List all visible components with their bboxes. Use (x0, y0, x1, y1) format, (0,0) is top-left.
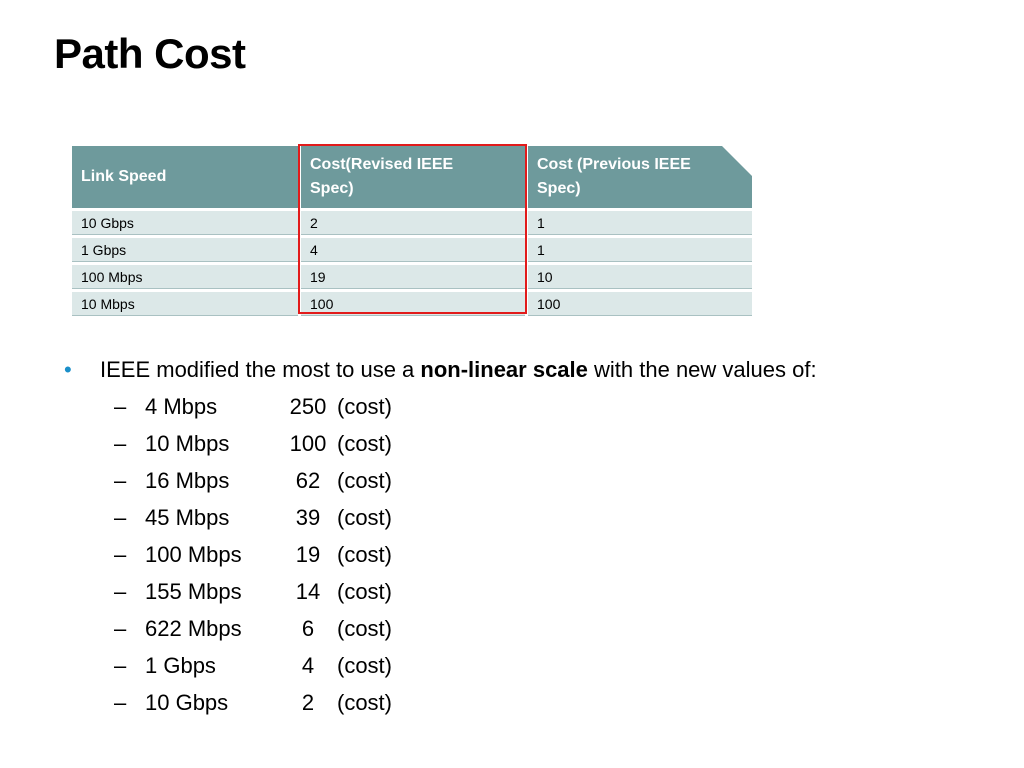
bullet-text-before: IEEE modified the most to use a (100, 357, 421, 382)
list-item: –155 Mbps 14 (cost) (114, 579, 392, 616)
item-speed: 10 Gbps (145, 690, 229, 715)
header-cost-previous-line2: Spec) (537, 180, 581, 197)
cell-link-speed: 10 Gbps (72, 208, 300, 237)
table-row: 1 Gbps 4 1 (72, 235, 752, 264)
item-cost: 250 (289, 394, 327, 419)
cell-cost-revised: 19 (298, 262, 527, 291)
cell-link-speed: 10 Mbps (72, 289, 300, 316)
header-cost-revised-line2: Spec) (310, 180, 354, 197)
header-cost-previous-line1: Cost (Previous IEEE (537, 156, 691, 173)
cell-cost-previous: 10 (525, 262, 752, 291)
item-cost: 6 (301, 616, 315, 641)
item-cost: 100 (289, 431, 327, 456)
dash-marker: – (114, 431, 127, 456)
bullet-text-after: with the new values of: (587, 357, 817, 382)
list-item: –1 Gbps 4 (cost) (114, 653, 392, 690)
cell-link-speed: 1 Gbps (72, 235, 300, 264)
item-unit: (cost) (337, 616, 392, 641)
item-unit: (cost) (337, 690, 392, 715)
item-speed: 1 Gbps (145, 653, 216, 678)
bullet-text-bold: non-linear scale (420, 357, 588, 382)
item-unit: (cost) (337, 505, 392, 530)
item-speed: 622 Mbps (145, 616, 242, 641)
cost-value-list: –4 Mbps 250 (cost) –10 Mbps 100 (cost) –16 M… (114, 394, 392, 727)
cell-cost-previous: 1 (525, 208, 752, 237)
dash-marker: – (114, 579, 127, 604)
list-item: –10 Mbps 100 (cost) (114, 431, 392, 468)
list-item: –10 Gbps 2 (cost) (114, 690, 392, 727)
item-speed: 16 Mbps (145, 468, 230, 493)
item-unit: (cost) (337, 579, 392, 604)
revised-cost-highlight-box (298, 144, 527, 314)
dash-marker: – (114, 542, 127, 567)
header-link-speed: Link Speed (72, 146, 300, 210)
item-unit: (cost) (337, 431, 392, 456)
item-cost: 14 (295, 579, 321, 604)
cell-cost-previous: 1 (525, 235, 752, 264)
dash-marker: – (114, 690, 127, 715)
item-cost: 4 (301, 653, 315, 678)
item-cost: 2 (301, 690, 315, 715)
main-bullet: • IEEE modified the most to use a non-li… (64, 357, 817, 383)
item-speed: 45 Mbps (145, 505, 230, 530)
header-cost-revised: Cost(Revised IEEE Spec) (298, 146, 527, 210)
list-item: –100 Mbps 19 (cost) (114, 542, 392, 579)
list-item: –16 Mbps 62 (cost) (114, 468, 392, 505)
dash-marker: – (114, 653, 127, 678)
cell-cost-revised: 2 (298, 208, 527, 237)
cell-cost-previous: 100 (525, 289, 752, 316)
item-speed: 10 Mbps (145, 431, 230, 456)
table-row: 10 Gbps 2 1 (72, 208, 752, 237)
table-row: 100 Mbps 19 10 (72, 262, 752, 291)
dash-marker: – (114, 616, 127, 641)
dash-marker: – (114, 394, 127, 419)
path-cost-table: Link Speed Cost(Revised IEEE Spec) Cost … (72, 146, 752, 316)
item-speed: 100 Mbps (145, 542, 242, 567)
item-unit: (cost) (337, 542, 392, 567)
item-unit: (cost) (337, 468, 392, 493)
header-cost-revised-line1: Cost(Revised IEEE (310, 156, 454, 173)
page-title: Path Cost (54, 30, 246, 77)
table-header-row: Link Speed Cost(Revised IEEE Spec) Cost … (72, 146, 752, 210)
item-speed: 155 Mbps (145, 579, 242, 604)
list-item: –622 Mbps 6 (cost) (114, 616, 392, 653)
item-unit: (cost) (337, 653, 392, 678)
dash-marker: – (114, 468, 127, 493)
item-cost: 39 (295, 505, 321, 530)
bullet-text: IEEE modified the most to use a non-line… (100, 357, 817, 383)
header-cost-previous: Cost (Previous IEEE Spec) (527, 146, 753, 210)
list-item: –4 Mbps 250 (cost) (114, 394, 392, 431)
table-row: 10 Mbps 100 100 (72, 289, 752, 316)
list-item: –45 Mbps 39 (cost) (114, 505, 392, 542)
cell-cost-revised: 4 (298, 235, 527, 264)
item-unit: (cost) (337, 394, 392, 419)
dash-marker: – (114, 505, 127, 530)
bullet-marker: • (64, 357, 72, 382)
item-cost: 62 (295, 468, 321, 493)
item-speed: 4 Mbps (145, 394, 218, 419)
item-cost: 19 (295, 542, 321, 567)
cell-cost-revised: 100 (298, 289, 527, 316)
cell-link-speed: 100 Mbps (72, 262, 300, 291)
